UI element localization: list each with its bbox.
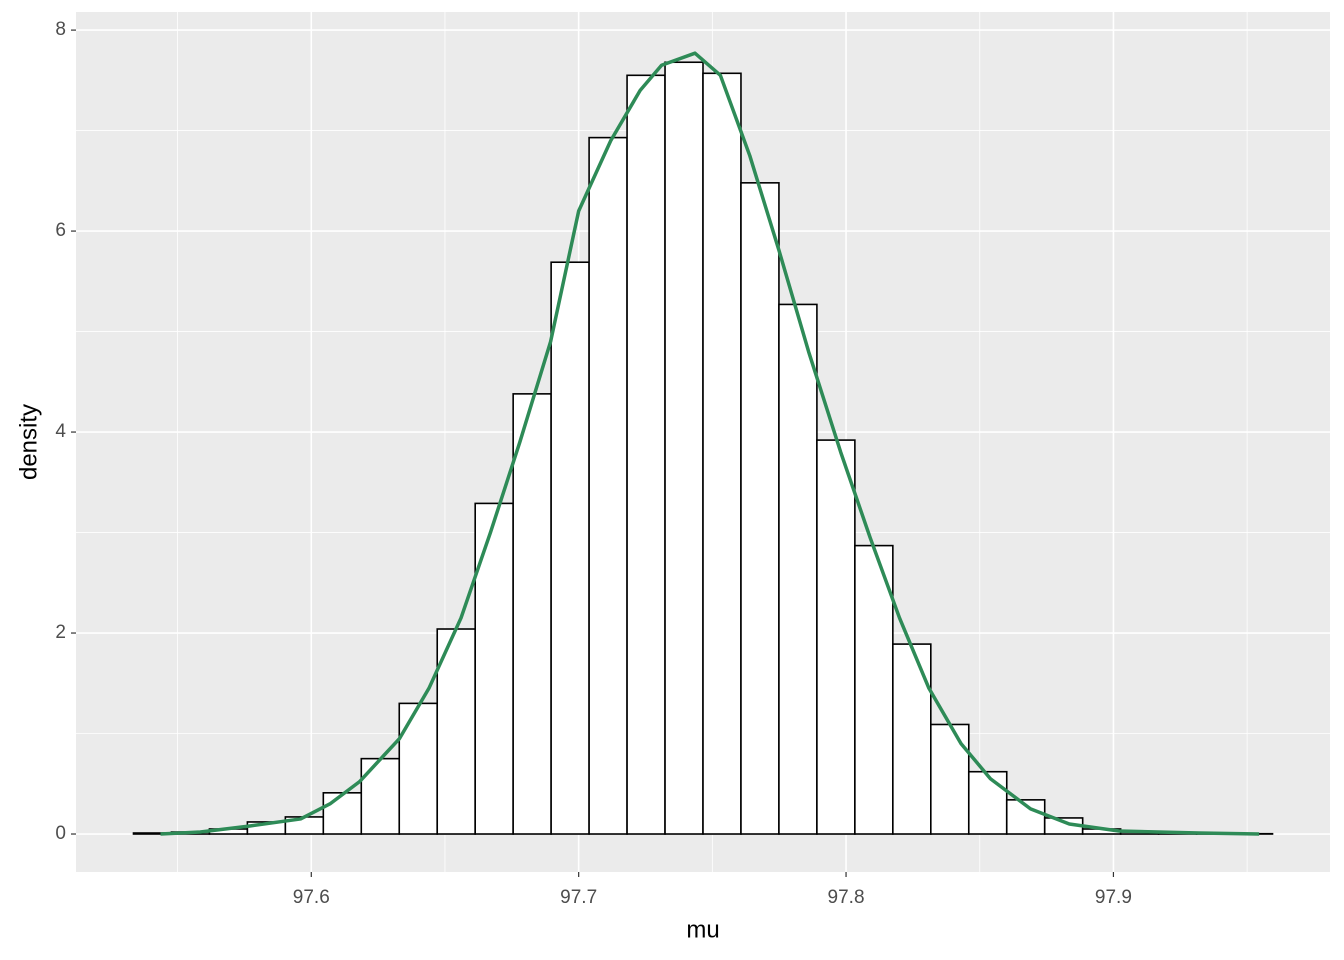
bar bbox=[778, 303, 818, 835]
bar bbox=[550, 261, 590, 835]
bar bbox=[664, 61, 704, 835]
y-axis-title: density bbox=[15, 404, 42, 480]
bar bbox=[854, 544, 894, 835]
x-tick-label: 97.6 bbox=[293, 887, 330, 908]
y-tick-label: 6 bbox=[55, 220, 66, 241]
x-tick-label: 97.7 bbox=[560, 887, 597, 908]
x-axis-title: mu bbox=[686, 916, 719, 943]
bar bbox=[322, 792, 363, 835]
y-tick-label: 0 bbox=[55, 823, 66, 844]
density-line bbox=[160, 51, 1260, 836]
y-tick-label: 4 bbox=[55, 421, 66, 442]
bar bbox=[588, 136, 628, 835]
bar bbox=[740, 182, 780, 835]
bar bbox=[892, 643, 932, 835]
bar bbox=[512, 393, 552, 835]
bar bbox=[626, 74, 666, 835]
y-tick-label: 2 bbox=[55, 622, 66, 643]
bar bbox=[360, 757, 401, 835]
x-tick-label: 97.8 bbox=[828, 887, 865, 908]
bar bbox=[398, 702, 439, 835]
bar bbox=[967, 770, 1008, 835]
y-tick-label: 8 bbox=[55, 19, 66, 40]
bar bbox=[702, 72, 742, 835]
bar bbox=[930, 723, 970, 835]
bar bbox=[474, 502, 514, 835]
bar bbox=[816, 439, 856, 835]
x-tick-label: 97.9 bbox=[1095, 887, 1132, 908]
